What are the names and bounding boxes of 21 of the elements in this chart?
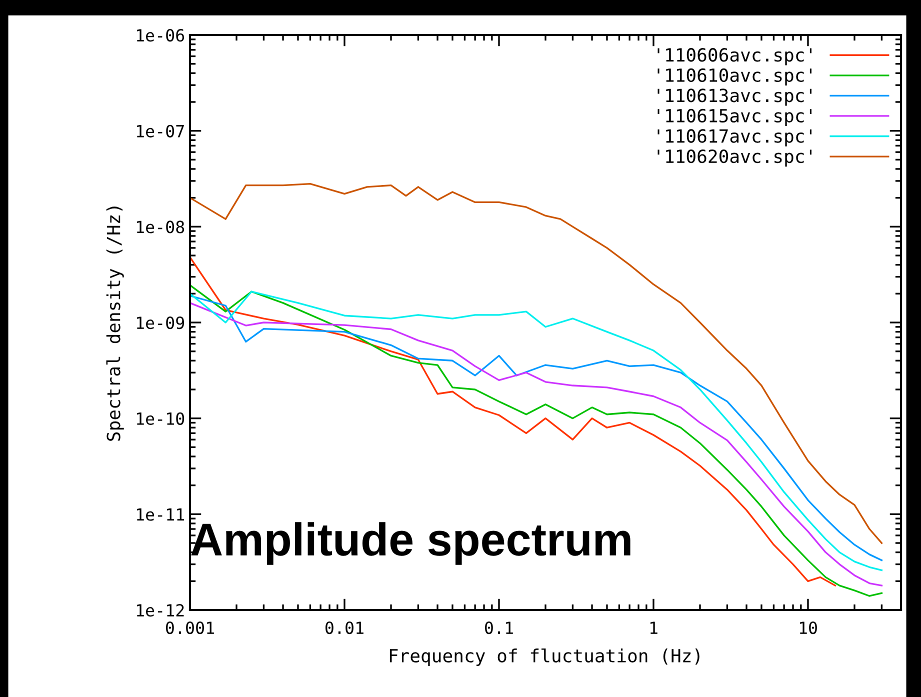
legend-label: '110610avc.spc' [658, 68, 812, 86]
x-tick-label: 0.01 [326, 621, 364, 634]
legend-label: '110606avc.spc' [658, 48, 812, 66]
y-tick-label: 1e-06 [136, 29, 184, 42]
y-tick-label: 1e-08 [136, 220, 184, 234]
y-tick-label: 1e-11 [136, 508, 184, 521]
y-axis-title: Spectral density (/Hz) [106, 206, 124, 441]
annotation: Amplitude spectrum [191, 522, 630, 565]
x-tick-label: 1 [650, 622, 658, 634]
x-tick-label: 0.1 [485, 621, 513, 634]
x-axis-title: Frequency of fluctuation (Hz) [390, 648, 700, 666]
y-tick-label: 1e-09 [136, 316, 184, 330]
y-tick-label: 1e-12 [136, 604, 184, 617]
legend-label: '110620avc.spc' [658, 149, 812, 167]
x-tick-label: 10 [800, 621, 817, 634]
y-tick-label: 1e-07 [136, 124, 184, 138]
legend-label: '110615avc.spc' [658, 108, 812, 126]
y-tick-label: 1e-10 [136, 412, 184, 425]
x-tick-label: 0.001 [166, 621, 214, 634]
legend-label: '110613avc.spc' [658, 88, 812, 106]
legend-label: '110617avc.spc' [658, 129, 812, 146]
